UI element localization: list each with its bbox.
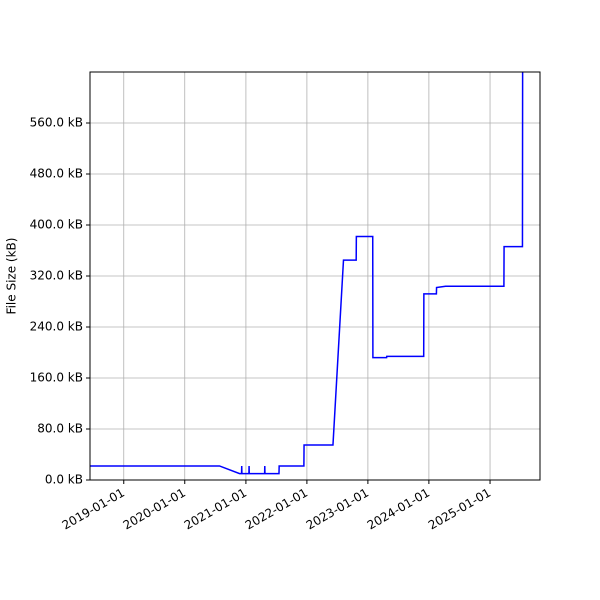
x-tick-label: 2022-01-01 — [243, 486, 310, 533]
x-tick-label: 2019-01-01 — [60, 486, 127, 533]
x-tick-label: 2020-01-01 — [121, 486, 188, 533]
x-tick-label: 2021-01-01 — [182, 486, 249, 533]
x-tick-label: 2023-01-01 — [304, 486, 371, 533]
y-tick-label: 320.0 kB — [30, 269, 83, 283]
plot-frame — [89, 71, 541, 481]
y-tick-label: 80.0 kB — [37, 422, 83, 436]
y-axis-label: File Size (kB) — [5, 238, 19, 315]
x-tick-label: 2025-01-01 — [426, 486, 493, 533]
y-tick-label: 480.0 kB — [30, 167, 83, 181]
y-tick-label: 0.0 kB — [45, 473, 83, 487]
x-tick-label: 2024-01-01 — [365, 486, 432, 533]
y-tick-label: 400.0 kB — [30, 218, 83, 232]
y-tick-label: 160.0 kB — [30, 371, 83, 385]
y-tick-label: 240.0 kB — [30, 320, 83, 334]
line-series — [90, 72, 524, 475]
y-tick-label: 560.0 kB — [30, 116, 83, 130]
